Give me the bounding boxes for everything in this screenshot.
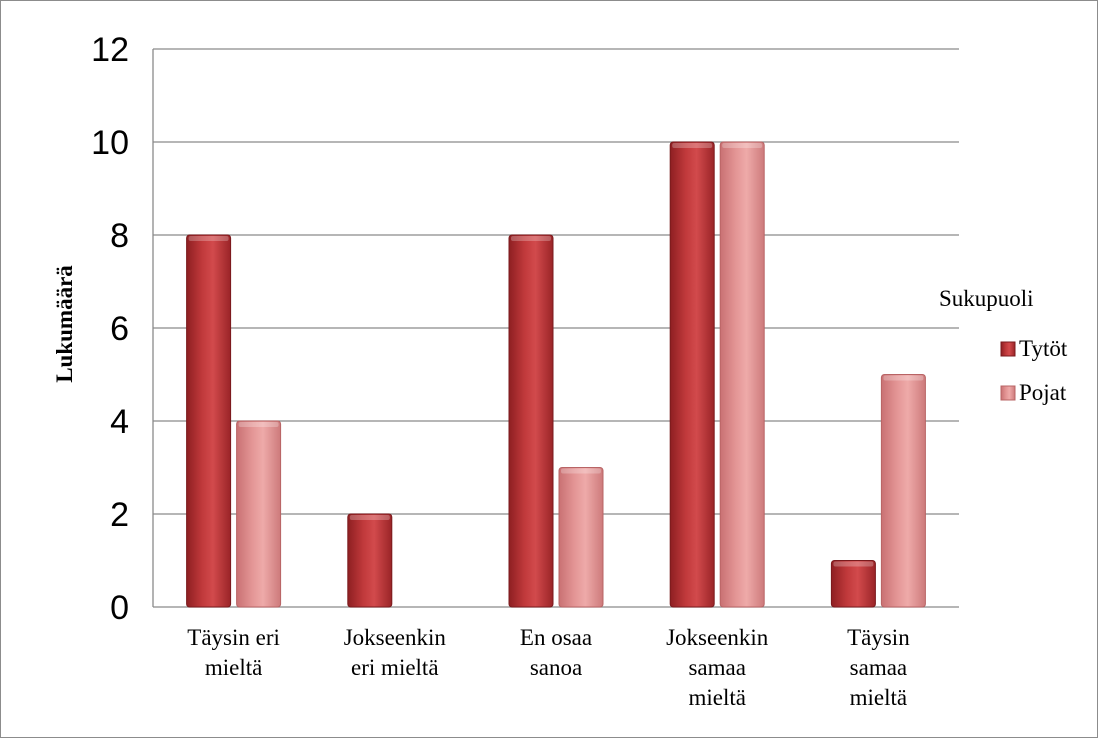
x-tick-label: Jokseenkin eri mieltä xyxy=(344,625,447,680)
x-tick-label: En osaa sanoa xyxy=(520,625,592,680)
bar-pojat xyxy=(558,467,604,608)
x-tick-label: Täysin eri mieltä xyxy=(187,625,280,680)
bar-tytöt xyxy=(186,234,232,608)
bar-highlight xyxy=(833,561,874,567)
y-tick-label: 0 xyxy=(110,589,129,627)
x-axis-labels: Täysin eri mieltä Jokseenkin eri mieltä En o… xyxy=(187,625,910,710)
bar-highlight xyxy=(511,236,551,241)
y-tick-label: 6 xyxy=(110,310,129,348)
bar-pojat xyxy=(719,141,765,608)
bar-pojat xyxy=(880,374,926,608)
y-tick-label: 4 xyxy=(110,403,129,441)
bar-highlight xyxy=(188,236,229,241)
bar-highlight xyxy=(238,422,279,427)
bar-tytöt xyxy=(830,560,876,608)
bar-pojat xyxy=(236,420,282,608)
x-tick-label: Täysin samaa mieltä xyxy=(847,625,910,710)
y-axis-title: Lukumäärä xyxy=(52,265,77,383)
bar-tytöt xyxy=(508,234,554,608)
legend-swatch-tytöt xyxy=(1000,341,1016,357)
bar-tytöt xyxy=(347,513,393,608)
legend-swatch-pojat xyxy=(1000,385,1016,401)
bar-highlight xyxy=(672,143,713,148)
bar-tytöt xyxy=(669,141,715,608)
gridlines xyxy=(153,48,959,608)
legend-label: Pojat xyxy=(1019,380,1067,405)
y-tick-label: 2 xyxy=(110,496,129,534)
legend: Sukupuoli Tytöt Pojat xyxy=(939,286,1068,405)
y-tick-label: 8 xyxy=(110,217,129,255)
y-axis: 0 2 4 6 8 10 12 xyxy=(91,31,154,627)
legend-label: Tytöt xyxy=(1019,336,1068,361)
legend-title: Sukupuoli xyxy=(939,286,1034,311)
y-tick-label: 10 xyxy=(91,124,129,162)
bar-highlight xyxy=(883,375,924,381)
x-tick-label: Jokseenkin samaa mieltä xyxy=(666,625,769,710)
bars xyxy=(186,141,926,608)
y-tick-label: 12 xyxy=(91,31,129,69)
bar-highlight xyxy=(561,468,601,474)
bar-highlight xyxy=(722,143,763,148)
bar-highlight xyxy=(349,515,390,520)
